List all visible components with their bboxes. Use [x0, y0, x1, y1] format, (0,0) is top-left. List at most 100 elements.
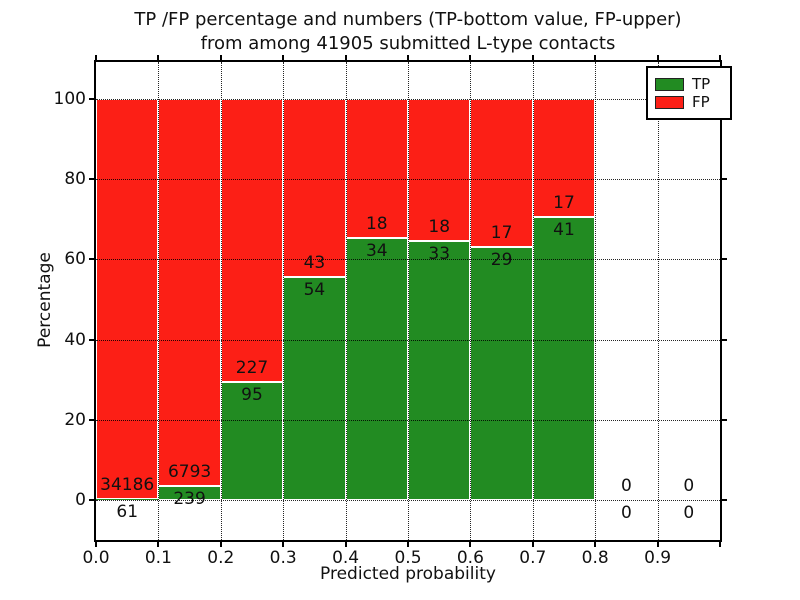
- x-tick-bottom: [157, 542, 160, 547]
- x-tick-label: 0.9: [644, 548, 672, 568]
- legend-item-tp: TP: [655, 76, 723, 92]
- x-tick-bottom: [469, 542, 472, 547]
- bar-segment-fp: [283, 99, 346, 277]
- y-tick-left: [89, 258, 94, 261]
- bar-segment-tp: [220, 381, 284, 500]
- x-tick-label: 0.6: [456, 548, 484, 568]
- y-tick-label: 80: [64, 169, 86, 190]
- x-tick-bottom: [594, 542, 597, 547]
- legend-label-tp: TP: [692, 75, 711, 93]
- bar-annotation-fp: 34186: [100, 475, 155, 496]
- grid-line-vertical: [283, 62, 285, 540]
- x-tick-label: 0.3: [269, 548, 297, 568]
- legend-item-fp: FP: [655, 94, 723, 110]
- x-tick-top: [531, 55, 534, 60]
- bar-segment-tp: [408, 240, 471, 500]
- y-tick-left: [89, 418, 94, 421]
- x-tick-label: 0.1: [144, 548, 172, 568]
- y-tick-right: [722, 499, 727, 501]
- grid-line-vertical: [158, 62, 160, 540]
- bar-annotation-tp: 29: [490, 250, 513, 271]
- y-tick-right: [722, 178, 727, 181]
- bar-annotation-tp: 0: [620, 503, 632, 523]
- bar-annotation-fp: 0: [620, 476, 632, 496]
- y-tick-right: [722, 418, 727, 421]
- bar-annotation-tp: 61: [116, 502, 139, 523]
- x-tick-bottom: [219, 542, 222, 547]
- x-tick-top: [407, 55, 409, 60]
- x-tick-top: [282, 55, 285, 60]
- x-tick-label: 0.4: [332, 548, 360, 568]
- x-tick-bottom: [407, 542, 409, 547]
- x-tick-top: [219, 55, 222, 60]
- bar-segment-fp: [220, 99, 284, 382]
- bar-annotation-tp: 54: [303, 279, 326, 300]
- x-tick-bottom: [344, 542, 347, 547]
- legend: TP FP: [646, 66, 732, 120]
- bar-annotation-tp: 0: [683, 503, 695, 523]
- bar-annotation-tp: 33: [428, 243, 451, 264]
- bar-annotation-fp: 17: [490, 223, 513, 244]
- y-tick-label: 60: [64, 249, 86, 270]
- grid-line-vertical: [657, 62, 659, 540]
- bar-annotation-tp: 239: [173, 489, 206, 510]
- y-axis-label: Percentage: [35, 252, 55, 348]
- grid-line-vertical: [408, 62, 409, 540]
- y-tick-label: 0: [75, 490, 86, 510]
- y-tick-right: [722, 338, 727, 341]
- grid-line-vertical: [595, 62, 597, 540]
- bar-segment-fp: [96, 99, 159, 500]
- y-tick-label: 40: [64, 329, 86, 350]
- grid-line-vertical: [532, 62, 534, 540]
- plot-canvas: 34186 61 6793 239 227 95 43 54 18 34 18 33 17 29 17 41 0…: [96, 62, 720, 540]
- chart-title: TP /FP percentage and numbers (TP-bottom…: [96, 8, 720, 56]
- x-tick-top: [157, 55, 160, 60]
- bar-segment-tp: [283, 276, 346, 500]
- legend-swatch-tp-icon: [655, 77, 684, 91]
- x-tick-top: [469, 55, 472, 60]
- x-tick-bottom: [719, 542, 721, 547]
- x-tick-top: [95, 55, 97, 60]
- bar-annotation-tp: 95: [241, 384, 263, 405]
- x-tick-bottom: [95, 542, 97, 547]
- x-tick-bottom: [282, 542, 285, 547]
- bar-annotation-fp: 0: [683, 476, 695, 496]
- grid-line-vertical: [470, 62, 472, 540]
- x-tick-label: 0.8: [581, 548, 609, 568]
- plot-area: 34186 61 6793 239 227 95 43 54 18 34 18 33 17 29 17 41 0…: [94, 60, 722, 542]
- x-tick-label: 0.5: [394, 548, 422, 568]
- legend-label-fp: FP: [692, 93, 710, 111]
- grid-line-vertical: [220, 62, 222, 540]
- x-tick-label: 0.2: [207, 548, 235, 568]
- y-tick-label: 100: [53, 89, 86, 109]
- x-tick-label: 0.7: [519, 548, 547, 568]
- bar-annotation-fp: 43: [303, 252, 326, 273]
- bar-segment-fp: [532, 99, 596, 217]
- bar-annotation-fp: 227: [235, 357, 269, 378]
- chart-title-line1: TP /FP percentage and numbers (TP-bottom…: [134, 9, 682, 30]
- y-tick-right: [722, 258, 727, 261]
- y-tick-left: [89, 98, 94, 100]
- x-tick-bottom: [656, 542, 659, 547]
- legend-swatch-fp-icon: [655, 95, 684, 109]
- bar-segment-fp: [345, 99, 408, 238]
- bar-annotation-fp: 18: [428, 216, 451, 237]
- x-tick-top: [344, 55, 347, 60]
- y-tick-left: [89, 338, 94, 341]
- y-tick-left: [89, 499, 94, 501]
- bar-segment-tp: [345, 237, 408, 500]
- y-tick-label: 20: [64, 409, 86, 430]
- grid-line-vertical: [345, 62, 347, 540]
- bar-annotation-tp: 41: [553, 219, 575, 240]
- bar-annotation-fp: 18: [365, 213, 388, 234]
- bar-annotation-tp: 34: [365, 240, 388, 261]
- bar-annotation-fp: 17: [553, 192, 575, 213]
- bar-segment-tp: [470, 247, 533, 500]
- bar-segment-tp: [96, 499, 159, 500]
- bar-segment-fp: [408, 99, 471, 241]
- chart-title-line2: from among 41905 submitted L-type contac…: [200, 33, 616, 54]
- x-tick-top: [656, 55, 659, 60]
- x-tick-label: 0.0: [82, 548, 110, 568]
- x-tick-bottom: [531, 542, 534, 547]
